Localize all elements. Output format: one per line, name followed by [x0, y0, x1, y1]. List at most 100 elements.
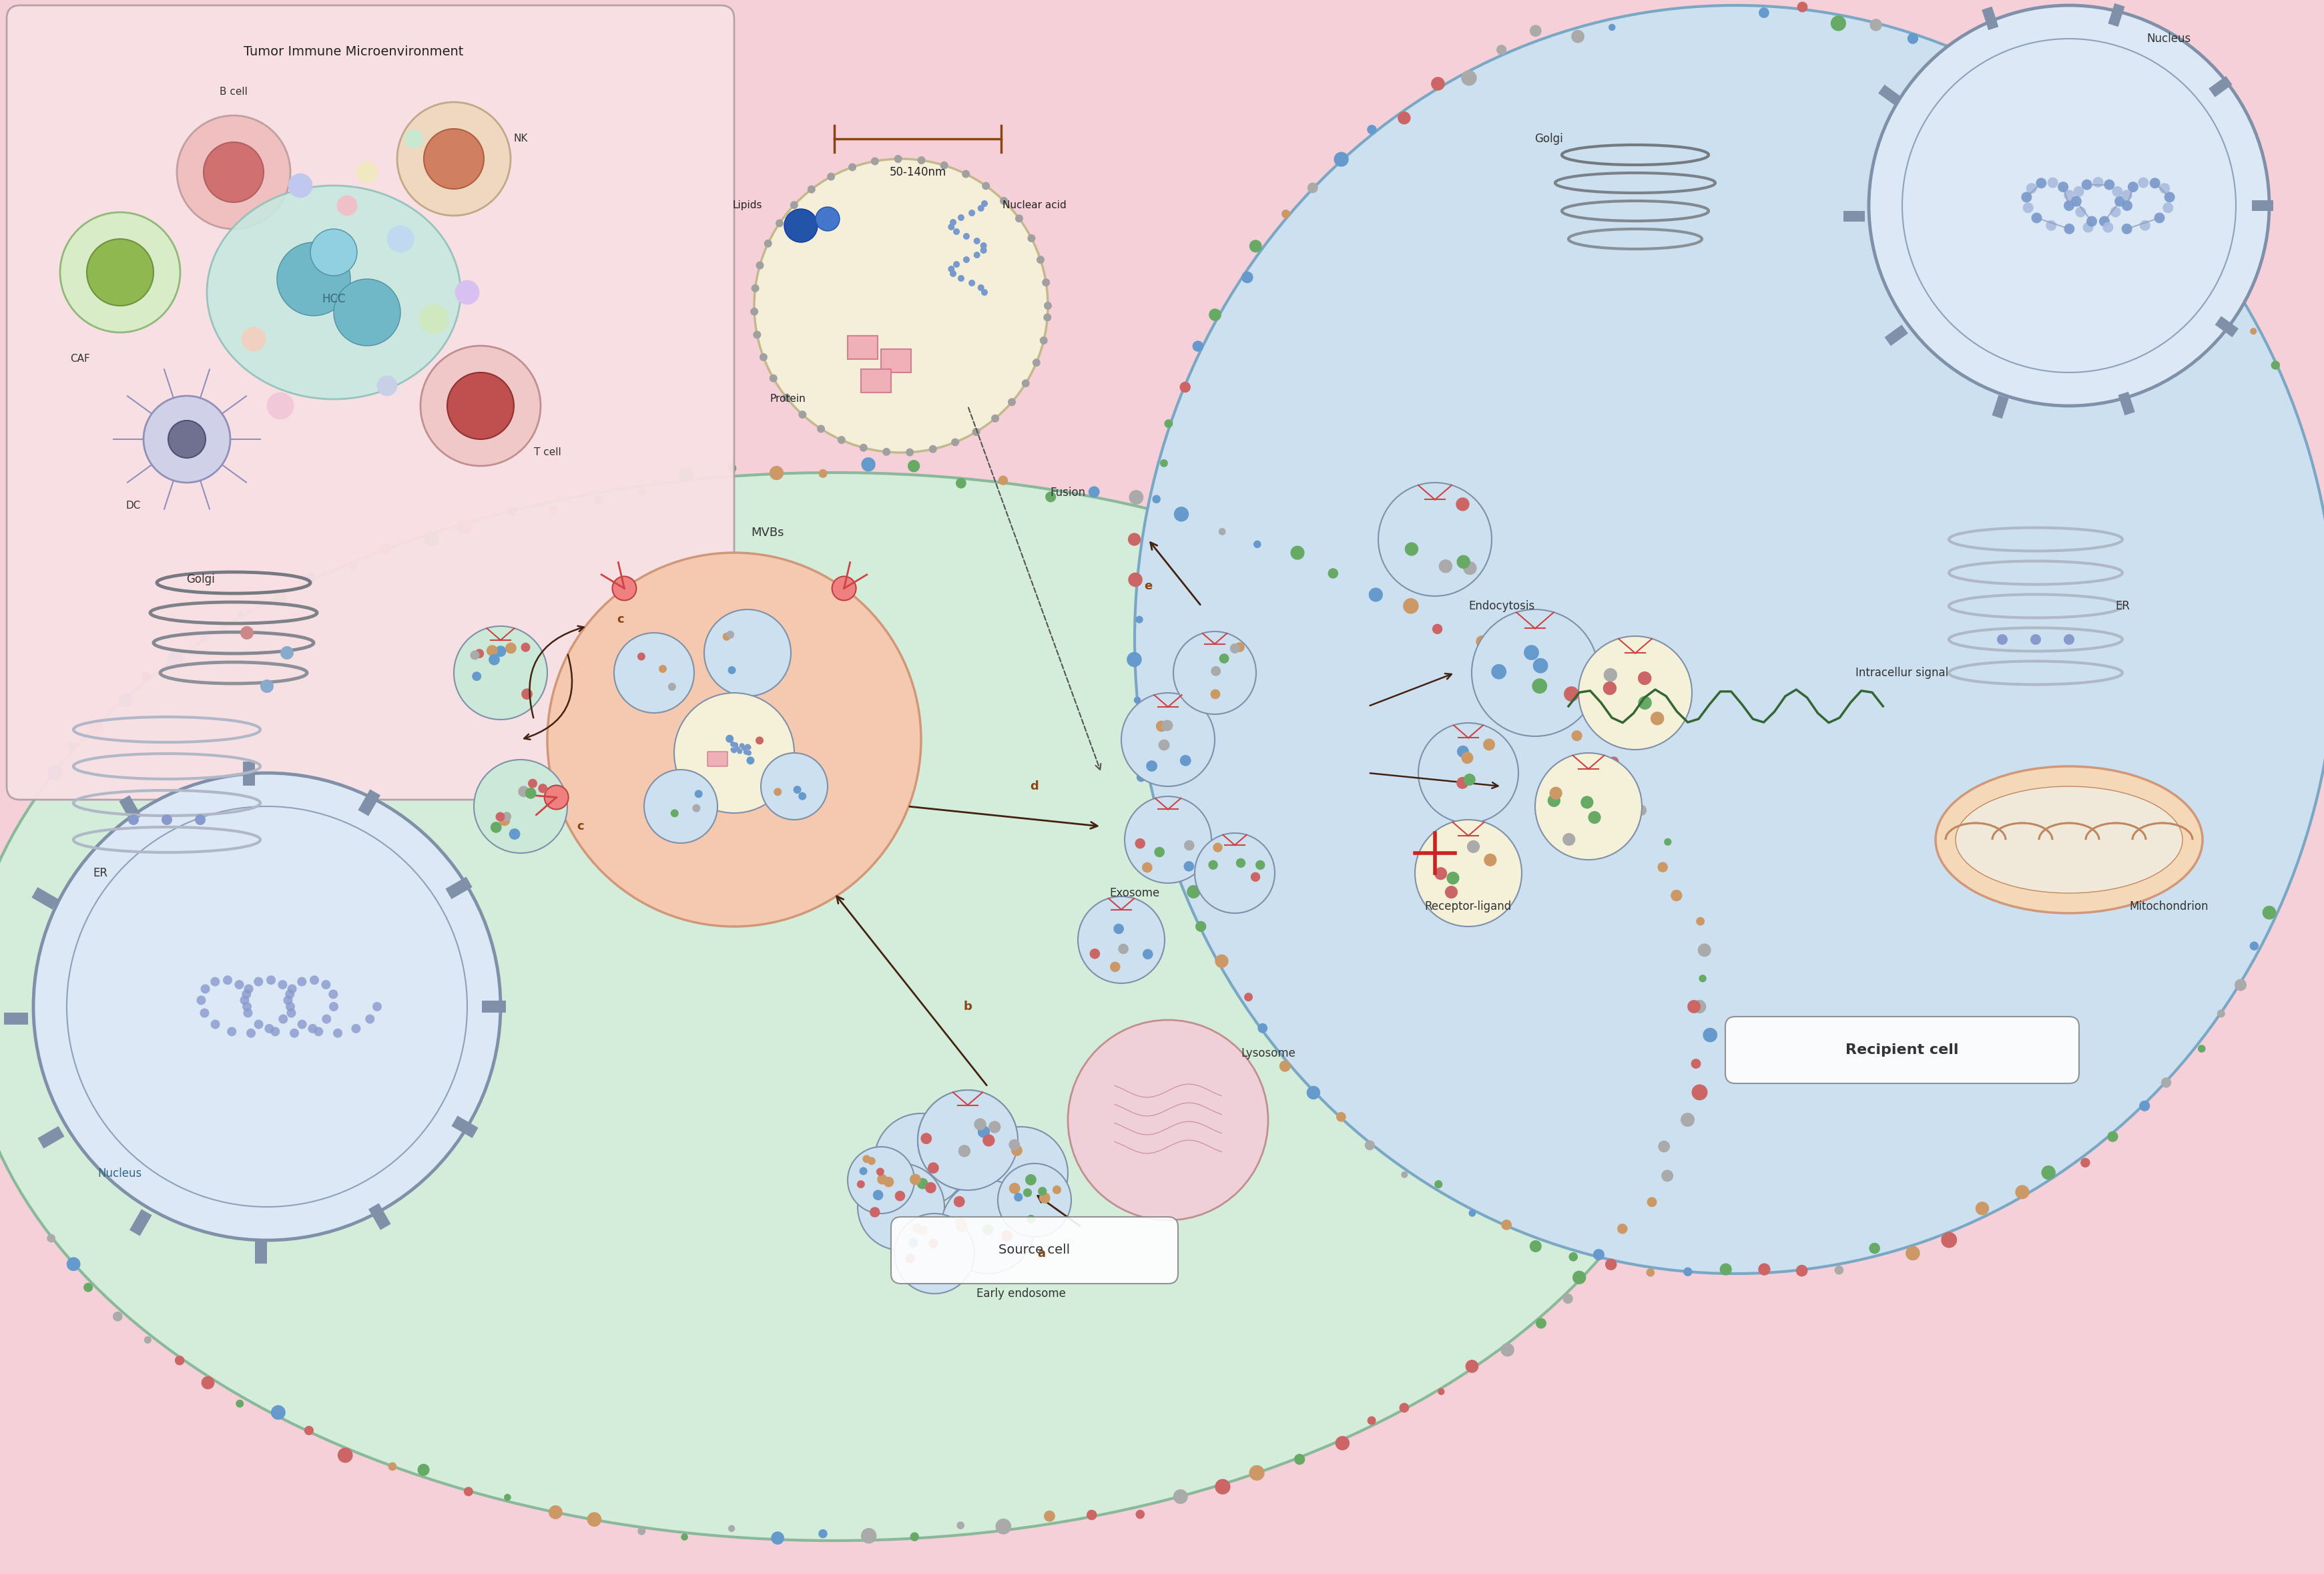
Circle shape	[1868, 5, 2268, 406]
Circle shape	[335, 279, 400, 346]
Text: T cell: T cell	[535, 447, 560, 458]
Circle shape	[951, 271, 957, 277]
Circle shape	[2250, 941, 2259, 951]
Circle shape	[1236, 858, 1246, 867]
Circle shape	[848, 1147, 913, 1214]
Circle shape	[1136, 615, 1143, 623]
Circle shape	[195, 814, 205, 825]
Circle shape	[1160, 850, 1174, 863]
Circle shape	[167, 652, 184, 667]
Circle shape	[1027, 235, 1037, 242]
Circle shape	[772, 1532, 783, 1544]
Circle shape	[1120, 693, 1215, 787]
FancyBboxPatch shape	[848, 335, 878, 359]
Circle shape	[2022, 203, 2034, 212]
Circle shape	[981, 247, 988, 253]
Circle shape	[1522, 682, 1534, 693]
Circle shape	[1306, 1086, 1320, 1100]
Circle shape	[119, 693, 132, 707]
Circle shape	[1215, 1480, 1229, 1494]
Circle shape	[539, 784, 548, 793]
Circle shape	[1664, 839, 1671, 845]
Circle shape	[909, 1237, 918, 1248]
Circle shape	[1536, 1317, 1545, 1328]
Circle shape	[2075, 123, 2085, 132]
Text: Nuclear acid: Nuclear acid	[1002, 200, 1067, 211]
Circle shape	[2113, 186, 2122, 197]
Bar	[130, 1209, 151, 1236]
Circle shape	[1573, 1270, 1585, 1284]
Circle shape	[2064, 190, 2075, 200]
Circle shape	[1978, 61, 1985, 69]
Circle shape	[495, 645, 507, 656]
Circle shape	[1680, 1113, 1694, 1127]
Circle shape	[2110, 206, 2122, 217]
Circle shape	[957, 1522, 964, 1530]
Circle shape	[1181, 756, 1192, 767]
Circle shape	[237, 611, 244, 617]
Circle shape	[274, 592, 286, 604]
Circle shape	[1996, 634, 2008, 645]
Circle shape	[528, 779, 537, 789]
Circle shape	[1941, 1232, 1957, 1248]
Circle shape	[1434, 1180, 1443, 1188]
Text: B cell: B cell	[221, 87, 249, 98]
Circle shape	[142, 672, 151, 680]
Circle shape	[84, 1283, 93, 1292]
Text: Intracellur signal: Intracellur signal	[1855, 667, 1948, 678]
Circle shape	[2133, 173, 2147, 187]
Circle shape	[337, 195, 358, 216]
Circle shape	[1466, 1360, 1478, 1373]
Circle shape	[799, 792, 806, 800]
Circle shape	[1759, 1264, 1771, 1275]
Circle shape	[874, 1190, 883, 1201]
Circle shape	[2040, 1165, 2057, 1180]
Circle shape	[2138, 178, 2150, 187]
Circle shape	[33, 773, 500, 1240]
Circle shape	[906, 449, 913, 456]
Circle shape	[548, 1505, 562, 1519]
Circle shape	[1009, 398, 1016, 406]
Circle shape	[1455, 497, 1469, 512]
Circle shape	[755, 159, 1048, 453]
Circle shape	[783, 394, 790, 401]
Circle shape	[1466, 841, 1480, 853]
Circle shape	[2122, 224, 2131, 235]
Circle shape	[1604, 667, 1618, 682]
Circle shape	[1618, 1223, 1627, 1234]
Circle shape	[974, 1118, 985, 1130]
Circle shape	[1078, 897, 1164, 984]
Bar	[1885, 324, 1908, 346]
Circle shape	[404, 129, 423, 148]
Circle shape	[272, 1406, 286, 1420]
Circle shape	[955, 1217, 967, 1229]
Circle shape	[423, 532, 439, 546]
Circle shape	[1157, 740, 1169, 751]
Circle shape	[1657, 1141, 1671, 1152]
Circle shape	[2103, 179, 2115, 190]
Circle shape	[1796, 2, 1808, 13]
Circle shape	[695, 790, 702, 798]
Circle shape	[286, 1009, 295, 1018]
Circle shape	[2020, 69, 2027, 76]
Circle shape	[1562, 833, 1576, 845]
Circle shape	[1432, 77, 1446, 91]
Circle shape	[644, 770, 718, 844]
Circle shape	[974, 252, 981, 258]
Circle shape	[941, 162, 948, 170]
Circle shape	[1248, 1465, 1264, 1481]
Bar	[2108, 3, 2124, 27]
Circle shape	[239, 995, 249, 1004]
Circle shape	[244, 984, 253, 993]
Circle shape	[981, 290, 988, 296]
Circle shape	[2108, 1132, 2117, 1143]
Circle shape	[286, 1003, 295, 1011]
Circle shape	[349, 562, 358, 571]
Circle shape	[1645, 1269, 1655, 1277]
Circle shape	[1687, 999, 1701, 1014]
Circle shape	[827, 173, 834, 181]
Circle shape	[746, 745, 751, 751]
Circle shape	[1043, 1511, 1055, 1522]
Circle shape	[1281, 209, 1290, 219]
Circle shape	[2082, 179, 2092, 190]
